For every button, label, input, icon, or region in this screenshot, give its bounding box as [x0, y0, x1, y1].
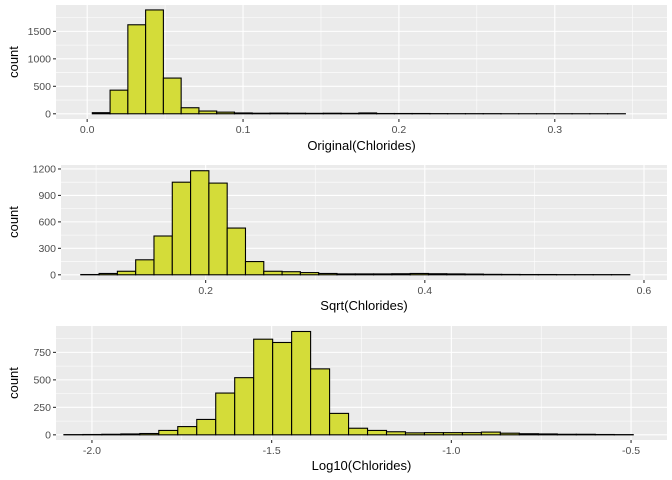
y-tick-label: 0: [45, 429, 51, 441]
x-tick-label: -0.5: [622, 445, 640, 457]
histogram-bar: [135, 259, 155, 276]
y-tick-label: 0: [50, 269, 56, 281]
y-axis-title: count: [6, 206, 21, 238]
histogram-bar: [196, 418, 217, 436]
histogram-bar: [98, 272, 118, 276]
histogram-bar: [153, 235, 173, 276]
y-tick-label: 1500: [28, 26, 52, 38]
histogram-bar: [120, 433, 141, 436]
histogram-bar: [139, 432, 160, 436]
y-tick-label: 750: [33, 347, 51, 359]
y-tick-label: 1200: [33, 164, 57, 176]
histogram-bar: [404, 432, 426, 436]
histogram-bar: [91, 112, 111, 115]
histogram-bar: [287, 112, 307, 115]
histogram-bar: [310, 368, 331, 436]
histogram-bar: [518, 433, 539, 436]
histogram-bar: [385, 431, 407, 436]
histogram-bar: [354, 273, 375, 276]
x-tick-label: 0.2: [198, 285, 213, 297]
histogram-bar: [190, 170, 210, 276]
x-tick-label: 0.0: [80, 124, 95, 136]
histogram-bar: [358, 112, 378, 115]
histogram-bar: [281, 271, 301, 276]
histogram-bar: [480, 431, 501, 436]
histogram-bar: [427, 273, 448, 276]
histogram-bar: [215, 392, 236, 436]
y-axis-title: count: [6, 367, 21, 399]
histogram-bar: [234, 377, 255, 436]
histogram-bar: [180, 107, 200, 115]
x-tick-label: -2.0: [83, 445, 101, 457]
histogram-bar: [366, 429, 388, 436]
histogram-bar: [263, 270, 283, 276]
log10-chlorides-histogram: -2.0 -1.5 -1.0 -0.5 0 250 500 750 Log10(Chlorid…: [6, 326, 667, 473]
histogram-bar: [177, 426, 198, 436]
histogram-bar: [373, 273, 393, 276]
histogram-bar: [171, 181, 192, 276]
y-tick-label: 500: [33, 374, 51, 386]
histogram-bar: [348, 427, 369, 436]
x-axis-title: Sqrt(Chlorides): [320, 298, 407, 313]
original-chlorides-histogram: 0.0 0.1 0.2 0.3 0 500 1000 1500 Original(Chlori…: [6, 5, 667, 153]
histogram-bar: [329, 412, 350, 436]
histogram-bar: [251, 112, 271, 115]
histogram-bar: [158, 429, 179, 436]
x-tick-label: 0.2: [392, 124, 407, 136]
histogram-bar: [269, 112, 289, 115]
histogram-bar: [409, 272, 430, 276]
histogram-bar: [233, 112, 253, 115]
x-axis-title: Original(Chlorides): [307, 138, 415, 153]
histogram-bar: [253, 338, 274, 436]
y-tick-label: 250: [33, 402, 51, 414]
histogram-bar: [391, 273, 411, 276]
histogram-bar: [145, 9, 164, 115]
y-tick-label: 1000: [28, 53, 52, 65]
histogram-bar: [208, 182, 228, 276]
x-tick-label: -1.5: [263, 445, 281, 457]
histogram-bar: [244, 261, 265, 276]
x-tick-label: 0.4: [418, 285, 433, 297]
y-tick-label: 500: [33, 81, 51, 93]
histogram-bar: [464, 273, 484, 276]
histogram-bar: [198, 110, 218, 115]
histogram-bar: [499, 432, 520, 436]
x-tick-label: 0.6: [637, 285, 652, 297]
histogram-bar: [216, 111, 236, 115]
histogram-bar: [101, 433, 122, 436]
histogram-bar: [291, 330, 312, 436]
histogram-bar: [423, 432, 444, 436]
x-tick-label: 0.1: [236, 124, 251, 136]
histogram-bar: [442, 432, 463, 436]
histogram-bar: [322, 112, 342, 115]
x-tick-label: -1.0: [442, 445, 460, 457]
y-tick-label: 600: [38, 216, 56, 228]
histogram-bar: [556, 433, 577, 436]
histogram-bar: [109, 89, 129, 115]
y-tick-label: 900: [38, 190, 56, 202]
histogram-bar: [162, 77, 182, 115]
histogram-bar: [446, 273, 466, 276]
x-axis-title: Log10(Chlorides): [312, 458, 412, 473]
x-tick-label: 0.3: [547, 124, 562, 136]
histogram-bar: [537, 433, 558, 436]
histogram-bar: [272, 341, 293, 436]
y-tick-label: 0: [45, 108, 51, 120]
histogram-bar: [336, 273, 356, 276]
histogram-bar: [461, 432, 482, 436]
y-axis-title: count: [6, 46, 21, 78]
y-tick-label: 300: [38, 243, 56, 255]
histogram-bar: [226, 227, 247, 276]
histogram-bar: [299, 272, 320, 276]
histogram-bar: [127, 24, 147, 115]
histogram-bar: [116, 270, 137, 276]
histogram-bar: [318, 272, 338, 276]
histogram-bar: [575, 433, 596, 436]
